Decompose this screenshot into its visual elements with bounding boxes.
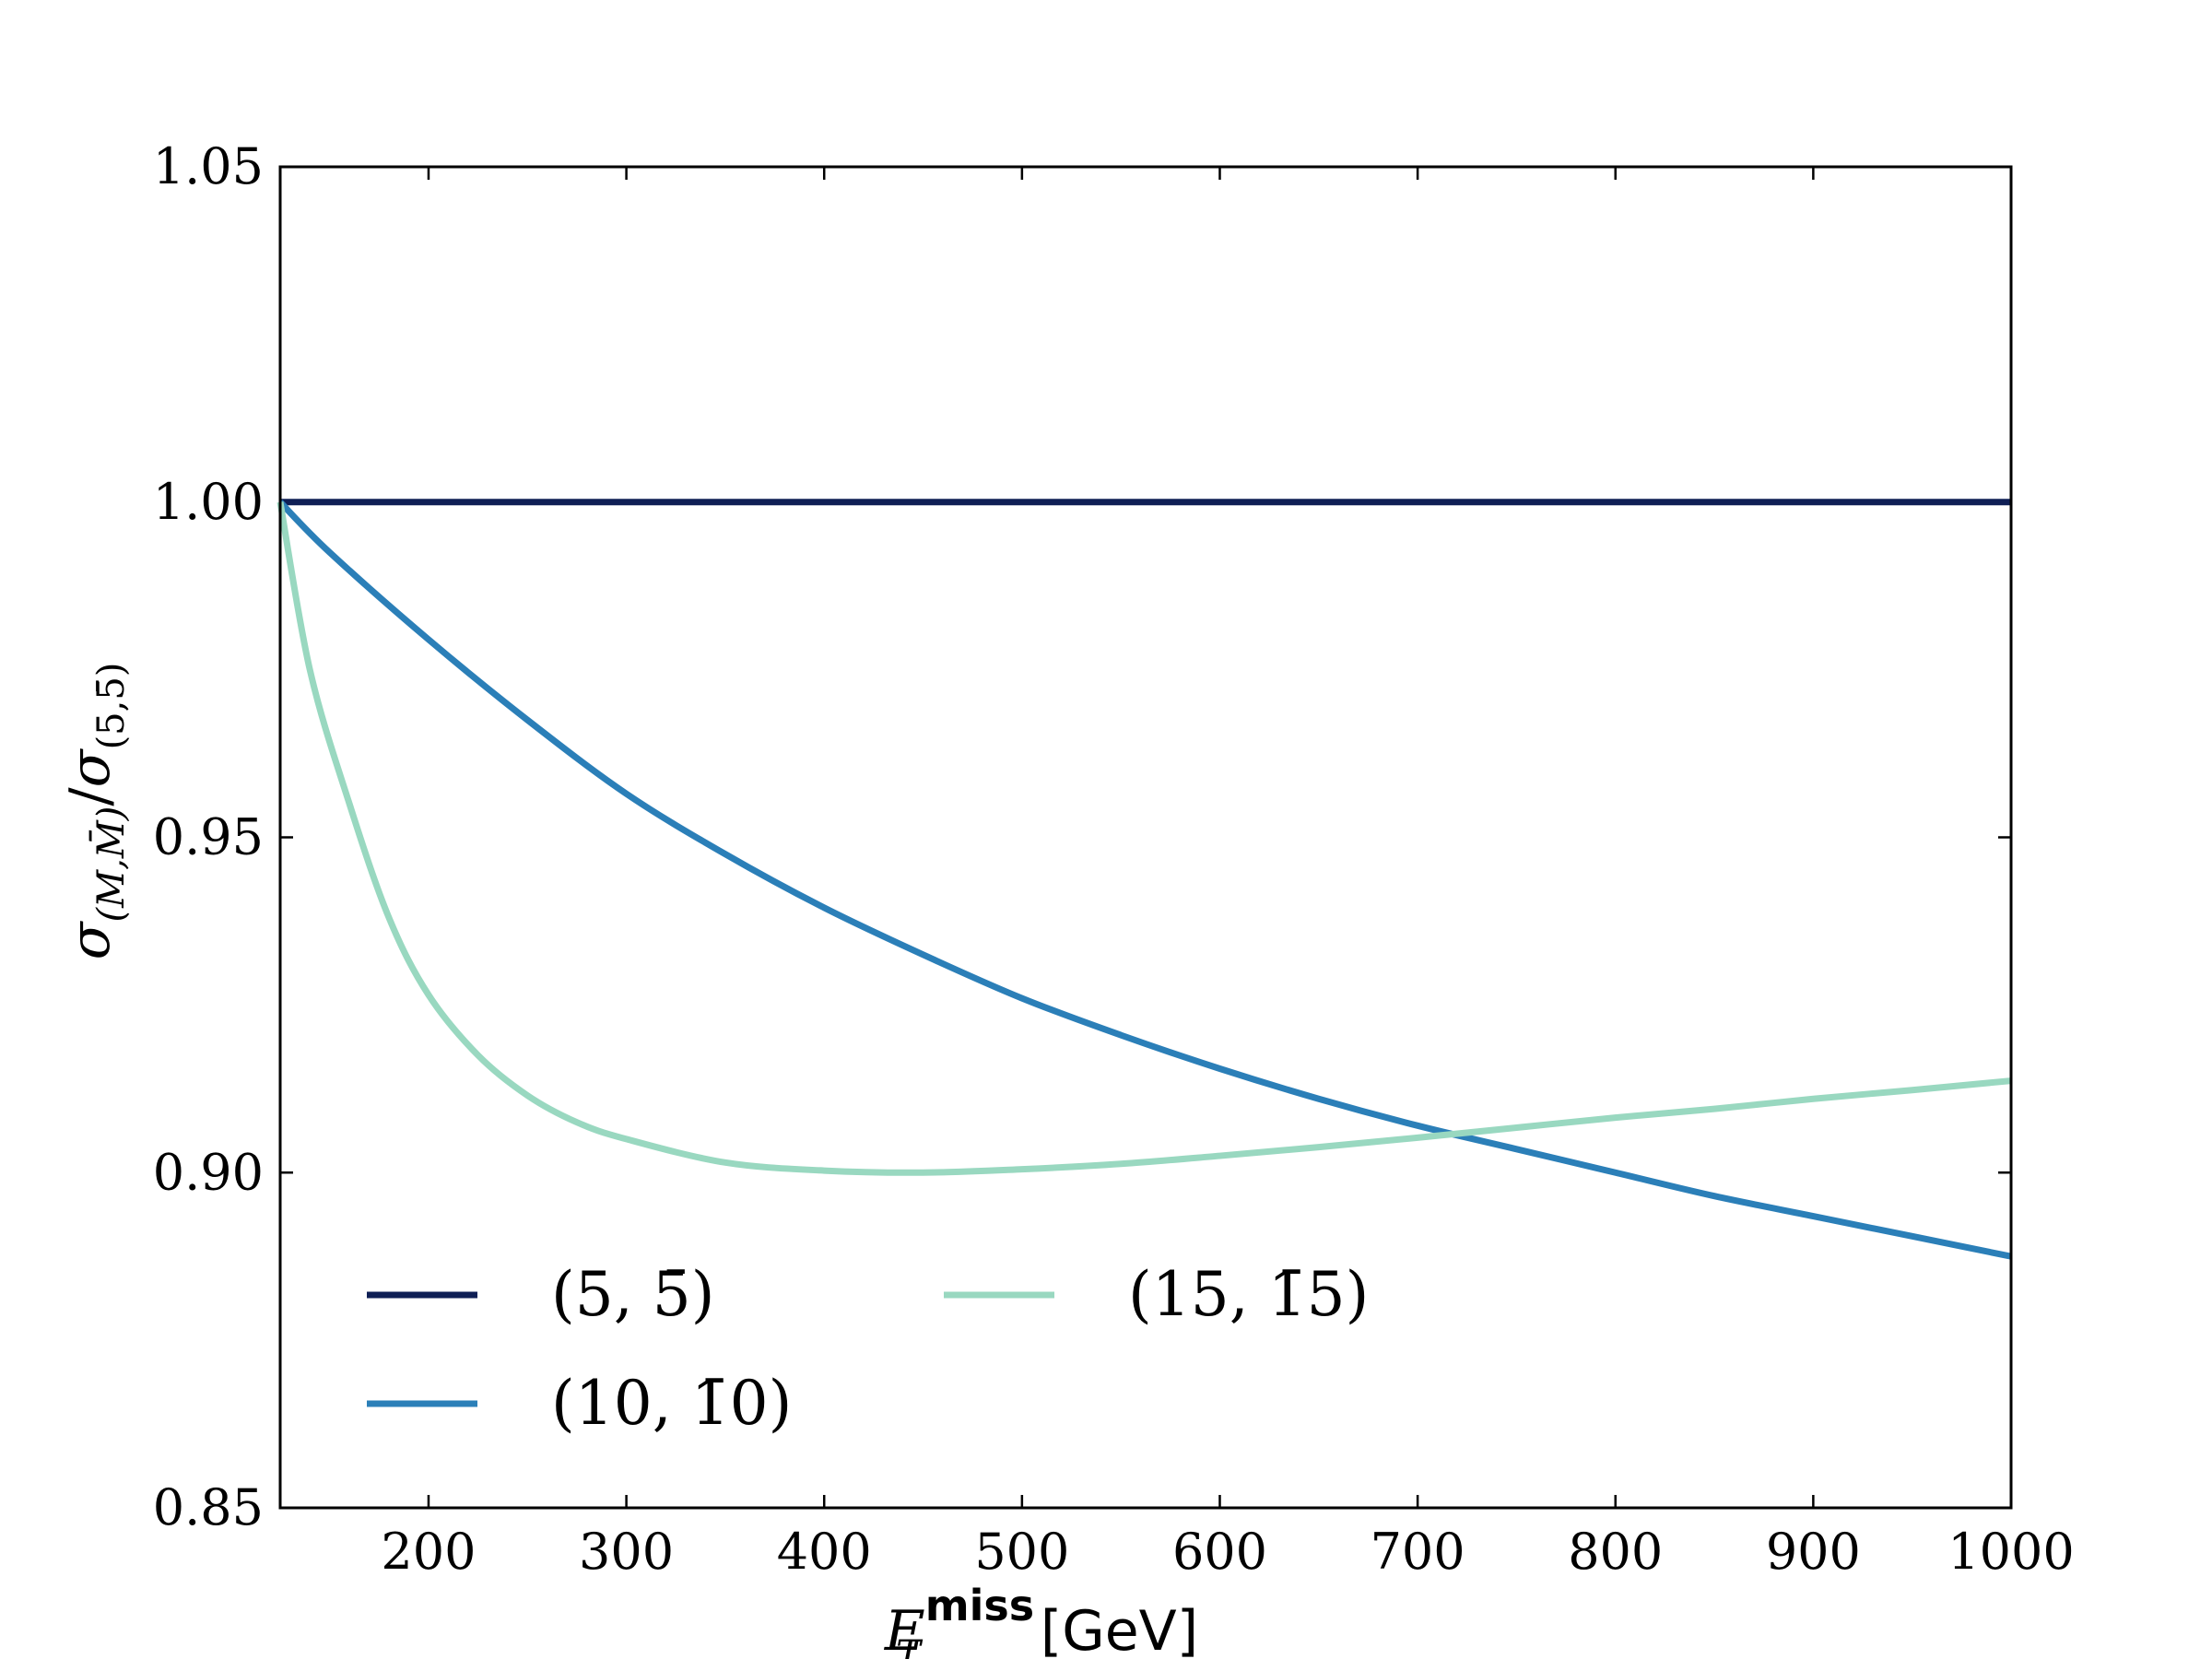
y-tick-label: 0.90 [153,1143,264,1201]
y-tick-label: 1.00 [153,473,264,531]
series-lines [276,499,2012,1260]
x-tick-label: 300 [579,1523,674,1581]
x-axis-label: Emiss T [GeV] [884,1581,1198,1659]
x-axis-unit: [GeV] [1041,1599,1198,1659]
y-tick-label: 1.05 [153,137,264,195]
x-tick-label: 400 [777,1523,872,1581]
y-tick-label: 0.95 [153,808,264,866]
y-tick-label: 0.85 [153,1478,264,1536]
series-line-3 [276,501,2012,1176]
x-tick-label: 600 [1172,1523,1267,1581]
x-tick-label: 500 [974,1523,1069,1581]
x-tick-label: 1000 [1947,1523,2074,1581]
x-axis-superscript: miss [925,1581,1034,1630]
series-line-2 [277,500,2012,1260]
y-axis-denominator: σ [58,747,123,787]
y-axis-label: σ(M,M̄)/σ(5,5̄) [58,663,133,960]
x-tick-label: 800 [1568,1523,1663,1581]
x-tick-label: 200 [381,1523,476,1581]
y-axis-denominator-sub: (5,5̄) [90,663,133,750]
legend-label-2: (10, 1̄0) [551,1368,792,1439]
x-axis-subscript: T [896,1633,924,1659]
x-tick-label: 900 [1766,1523,1861,1581]
legend-label-1: (5, 5̄) [551,1259,714,1330]
plot-frame [278,165,2013,1510]
legend-label-3: (15, 1̄5) [1128,1259,1369,1330]
legend: (5, 5̄) (10, 1̄0) (15, 1̄5) [367,1259,1369,1439]
y-tick-labels: 0.85 0.90 0.95 1.00 1.05 [153,137,264,1536]
y-axis-slash: / [58,787,123,806]
x-tick-label: 700 [1371,1523,1465,1581]
x-tick-labels: 200 300 400 500 600 700 800 900 1000 [381,1523,2074,1581]
y-axis-numerator: σ [58,920,123,959]
y-axis-numerator-sub: (M,M̄) [89,806,133,923]
x-axis-symbol: E [884,1599,925,1659]
